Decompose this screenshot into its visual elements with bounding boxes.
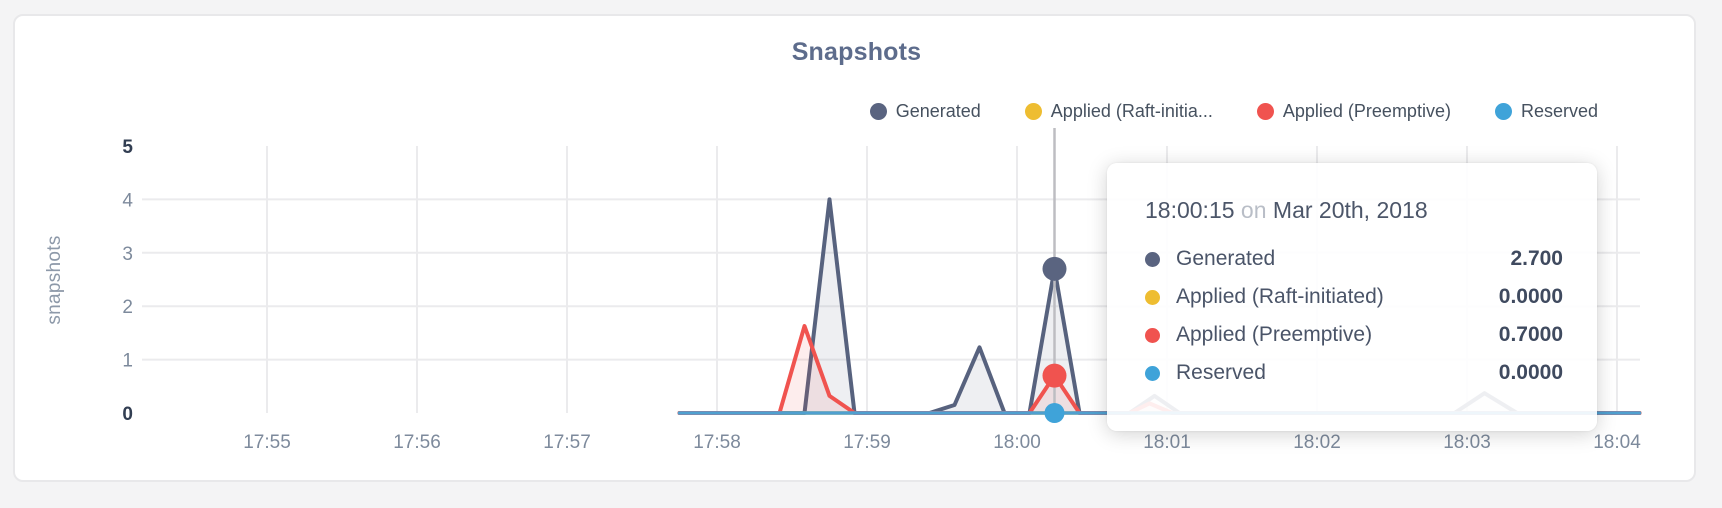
tooltip-rows: Generated 2.700 Applied (Raft-initiated) 0.… <box>1145 240 1563 392</box>
tooltip-series-value: 2.700 <box>1510 247 1563 270</box>
chart-title: Snapshots <box>791 38 922 66</box>
tooltip-series-value: 0.0000 <box>1498 285 1563 308</box>
tooltip-series-dot-icon <box>1145 289 1160 305</box>
legend-label: Applied (Raft-initia... <box>1050 101 1213 121</box>
chart-legend: Generated Applied (Raft-initia... Applied … <box>869 101 1598 122</box>
legend-dot-icon <box>1024 103 1042 120</box>
tooltip-row: Applied (Raft-initiated) 0.0000 <box>1145 278 1563 316</box>
tooltip-on-word: on <box>1240 197 1267 223</box>
tooltip-time: 18:00:15 <box>1145 197 1235 223</box>
tooltip-series-dot-icon <box>1145 365 1160 381</box>
tooltip-series-label: Generated <box>1176 247 1276 270</box>
legend-label: Reserved <box>1520 101 1598 121</box>
tooltip-series-dot-icon <box>1145 327 1160 343</box>
legend-dot-icon <box>1494 103 1512 120</box>
legend-dot-icon <box>869 103 887 120</box>
tooltip-series-label: Applied (Raft-initiated) <box>1176 285 1384 308</box>
tooltip-row: Generated 2.700 <box>1145 240 1563 278</box>
tooltip-row: Applied (Preemptive) 0.7000 <box>1145 316 1563 354</box>
tooltip-series-value: 0.7000 <box>1498 323 1563 346</box>
y-axis-label: snapshots <box>44 235 65 325</box>
legend-item-applied-preemptive[interactable]: Applied (Preemptive) <box>1256 101 1451 122</box>
legend-dot-icon <box>1256 103 1274 120</box>
tooltip-series-dot-icon <box>1145 251 1160 267</box>
legend-label: Generated <box>895 101 981 121</box>
legend-item-reserved[interactable]: Reserved <box>1494 101 1598 122</box>
legend-label: Applied (Preemptive) <box>1282 101 1451 121</box>
legend-item-applied-raft-initia[interactable]: Applied (Raft-initia... <box>1024 101 1213 122</box>
tooltip-series-label: Reserved <box>1176 361 1266 384</box>
tooltip-row: Reserved 0.0000 <box>1145 354 1563 392</box>
tooltip-date: Mar 20th, 2018 <box>1272 197 1428 223</box>
tooltip-series-value: 0.0000 <box>1498 361 1563 384</box>
legend-item-generated[interactable]: Generated <box>869 101 981 122</box>
tooltip-header: 18:00:15 on Mar 20th, 2018 <box>1145 197 1563 224</box>
hover-tooltip: 18:00:15 on Mar 20th, 2018 Generated 2.70… <box>1107 163 1597 431</box>
tooltip-series-label: Applied (Preemptive) <box>1176 323 1373 346</box>
